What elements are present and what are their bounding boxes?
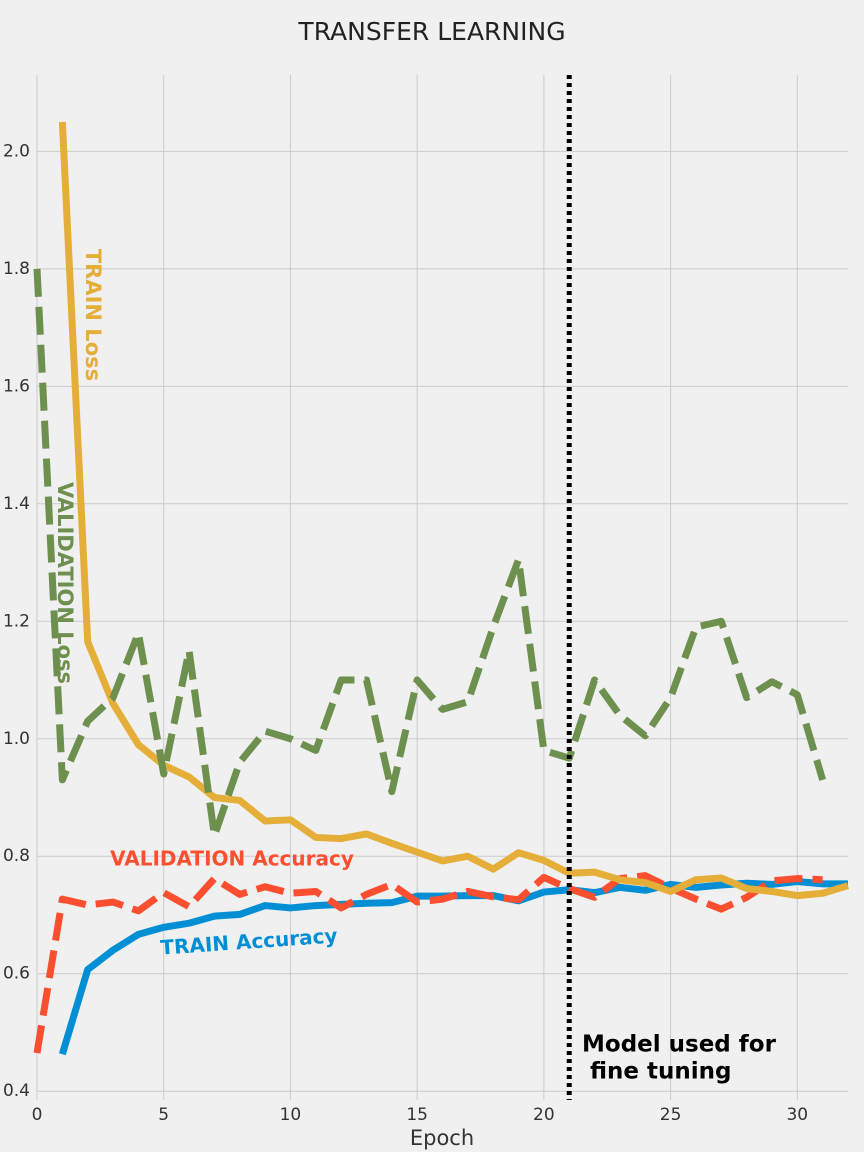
- y-tick-label: 2.0: [3, 141, 30, 161]
- y-tick-label: 1.4: [3, 494, 30, 514]
- x-tick-label: 5: [158, 1105, 169, 1125]
- x-tick-label: 10: [280, 1105, 302, 1125]
- x-axis-label: Epoch: [410, 1126, 474, 1150]
- x-tick-label: 15: [406, 1105, 428, 1125]
- series-line: [33, 268, 827, 840]
- chart-title: TRANSFER LEARNING: [297, 17, 565, 46]
- annotation-text: fine tuning: [582, 1059, 732, 1085]
- y-tick-label: 0.8: [3, 846, 30, 866]
- x-tick-label: 0: [32, 1105, 43, 1125]
- x-tick-label: 20: [533, 1105, 555, 1125]
- annotation-text: Model used for: [582, 1032, 777, 1058]
- series-line: [58, 121, 850, 900]
- y-tick-label: 1.6: [3, 376, 30, 396]
- x-tick-label: 30: [786, 1105, 808, 1125]
- series-label: VALIDATION Loss: [53, 482, 77, 684]
- y-tick-label: 1.0: [3, 729, 30, 749]
- series-label: TRAIN Loss: [81, 249, 105, 381]
- y-tick-label: 1.8: [3, 259, 30, 279]
- y-tick-label: 1.2: [3, 611, 30, 631]
- x-tick-label: 25: [660, 1105, 682, 1125]
- series-line: [33, 872, 823, 1054]
- series-label: VALIDATION Accuracy: [110, 847, 354, 871]
- y-tick-label: 0.6: [3, 964, 30, 984]
- y-tick-label: 0.4: [3, 1081, 30, 1101]
